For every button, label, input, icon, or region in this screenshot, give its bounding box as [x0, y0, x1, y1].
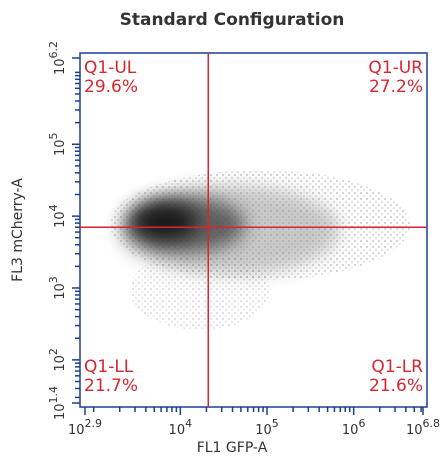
quadrant-percent: 21.7%: [84, 376, 138, 396]
quadrant-name: Q1-LR: [371, 357, 423, 377]
y-tick-label: 105: [47, 132, 68, 156]
y-tick-label: 103: [47, 276, 68, 300]
quadrant-percent: 21.6%: [369, 376, 423, 396]
y-tick-label: 104: [47, 204, 68, 228]
quadrant-name: Q1-UR: [368, 58, 423, 78]
quadrant-percent: 27.2%: [369, 77, 423, 97]
y-axis-label: FL3 mCherry-A: [10, 178, 26, 282]
quadrant-name: Q1-UL: [84, 58, 137, 78]
y-tick-label: 101.4: [47, 386, 68, 420]
y-tick-label: 102: [47, 348, 68, 372]
x-tick-label: 106: [342, 417, 366, 438]
x-tick-label: 102.9: [68, 417, 102, 438]
quadrant-percent: 29.6%: [84, 77, 138, 97]
x-tick-label: 105: [255, 417, 279, 438]
chart-title: Standard Configuration: [120, 10, 345, 30]
x-tick-label: 104: [169, 417, 193, 438]
quadrant-name: Q1-LL: [84, 357, 134, 377]
y-tick-label: 106.2: [47, 41, 68, 75]
x-axis-label: FL1 GFP-A: [197, 440, 268, 456]
density-cloud: [110, 170, 410, 330]
x-tick-label: 106.8: [406, 417, 440, 438]
